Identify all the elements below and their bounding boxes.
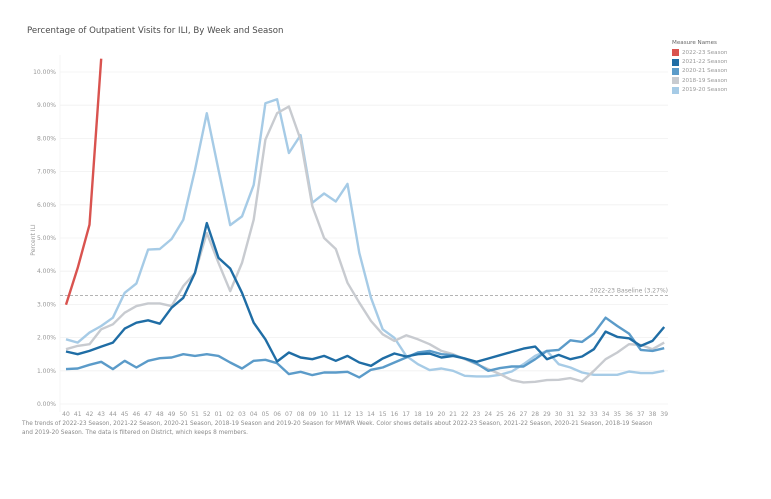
chart-title: Percentage of Outpatient Visits for ILI,… xyxy=(27,26,284,36)
y-axis-title: Percent ILI xyxy=(30,224,37,256)
x-tick-label: 47 xyxy=(144,411,152,418)
x-tick-label: 41 xyxy=(74,411,82,418)
y-tick-label: 9.00% xyxy=(37,102,56,109)
legend-item[interactable]: 2022-23 Season xyxy=(672,48,727,57)
x-tick-label: 08 xyxy=(297,411,305,418)
legend-swatch xyxy=(672,77,679,85)
x-tick-label: 12 xyxy=(344,411,352,418)
x-tick-label: 43 xyxy=(97,411,105,418)
legend-swatch xyxy=(672,67,679,75)
legend-item[interactable]: 2019-20 Season xyxy=(672,86,727,95)
y-tick-label: 1.00% xyxy=(37,368,56,375)
x-tick-label: 10 xyxy=(320,411,328,418)
legend-swatch xyxy=(672,86,679,94)
series-line-2020-21-season xyxy=(65,316,665,379)
x-tick-label: 15 xyxy=(379,411,387,418)
x-tick-label: 04 xyxy=(250,411,258,418)
x-tick-label: 37 xyxy=(637,411,645,418)
x-tick-label: 34 xyxy=(602,411,610,418)
series-line-2019-20-season xyxy=(65,97,665,378)
legend-label: 2018-19 Season xyxy=(682,77,728,84)
legend-swatch xyxy=(672,58,679,66)
y-tick-label: 2.00% xyxy=(37,335,56,342)
x-tick-label: 24 xyxy=(484,411,492,418)
x-tick-label: 16 xyxy=(391,411,399,418)
x-tick-label: 30 xyxy=(555,411,563,418)
x-tick-label: 03 xyxy=(238,411,246,418)
y-tick-label: 10.00% xyxy=(33,69,56,76)
baseline-label: 2022-23 Baseline (3.27%) xyxy=(590,287,668,294)
x-tick-label: 07 xyxy=(285,411,293,418)
x-tick-label: 52 xyxy=(203,411,211,418)
x-tick-label: 09 xyxy=(309,411,317,418)
x-tick-label: 45 xyxy=(121,411,129,418)
x-tick-label: 29 xyxy=(543,411,551,418)
y-tick-label: 7.00% xyxy=(37,169,56,176)
x-tick-label: 18 xyxy=(414,411,422,418)
x-tick-label: 44 xyxy=(109,411,117,418)
y-tick-label: 0.00% xyxy=(37,401,56,408)
x-tick-label: 26 xyxy=(508,411,516,418)
x-tick-label: 32 xyxy=(578,411,586,418)
x-tick-label: 14 xyxy=(367,411,375,418)
x-tick-label: 19 xyxy=(426,411,434,418)
x-tick-label: 25 xyxy=(496,411,504,418)
y-tick-label: 8.00% xyxy=(37,135,56,142)
x-tick-label: 06 xyxy=(273,411,281,418)
x-tick-label: 49 xyxy=(168,411,176,418)
y-tick-label: 4.00% xyxy=(37,268,56,275)
legend-item[interactable]: 2020-21 Season xyxy=(672,67,727,76)
x-tick-label: 46 xyxy=(133,411,141,418)
y-tick-label: 3.00% xyxy=(37,301,56,308)
x-tick-label: 20 xyxy=(438,411,446,418)
x-tick-label: 21 xyxy=(449,411,457,418)
x-tick-label: 50 xyxy=(179,411,187,418)
legend-item[interactable]: 2018-19 Season xyxy=(672,76,727,85)
x-tick-label: 35 xyxy=(613,411,621,418)
legend-swatch xyxy=(672,49,679,57)
x-tick-label: 33 xyxy=(590,411,598,418)
legend-title: Measure Names xyxy=(672,40,717,46)
series-line-2018-19-season xyxy=(65,105,665,384)
x-tick-label: 05 xyxy=(262,411,270,418)
y-tick-label: 6.00% xyxy=(37,202,56,209)
legend-label: 2021-22 Season xyxy=(682,59,728,66)
x-tick-label: 51 xyxy=(191,411,199,418)
legend-label: 2019-20 Season xyxy=(682,87,728,94)
x-tick-label: 40 xyxy=(62,411,70,418)
x-tick-label: 38 xyxy=(649,411,657,418)
x-tick-label: 22 xyxy=(461,411,469,418)
legend-label: 2020-21 Season xyxy=(682,68,728,75)
x-tick-label: 42 xyxy=(86,411,94,418)
legend-label: 2022-23 Season xyxy=(682,49,728,56)
x-tick-label: 01 xyxy=(215,411,223,418)
x-tick-label: 36 xyxy=(625,411,633,418)
x-tick-label: 31 xyxy=(567,411,575,418)
x-tick-label: 13 xyxy=(355,411,363,418)
x-tick-label: 39 xyxy=(660,411,668,418)
legend: Measure Names 2022-23 Season 2021-22 Seas… xyxy=(672,40,727,95)
x-tick-label: 23 xyxy=(473,411,481,418)
series-line-2022-23-season xyxy=(64,58,103,306)
x-tick-label: 17 xyxy=(402,411,410,418)
x-tick-label: 11 xyxy=(332,411,340,418)
legend-item[interactable]: 2021-22 Season xyxy=(672,57,727,66)
x-tick-label: 02 xyxy=(226,411,234,418)
y-tick-label: 5.00% xyxy=(37,235,56,242)
chart-caption: The trends of 2022-23 Season, 2021-22 Se… xyxy=(22,421,653,436)
series-line-2021-22-season xyxy=(65,221,666,367)
x-tick-label: 28 xyxy=(531,411,539,418)
x-tick-label: 48 xyxy=(156,411,164,418)
x-tick-label: 27 xyxy=(520,411,528,418)
